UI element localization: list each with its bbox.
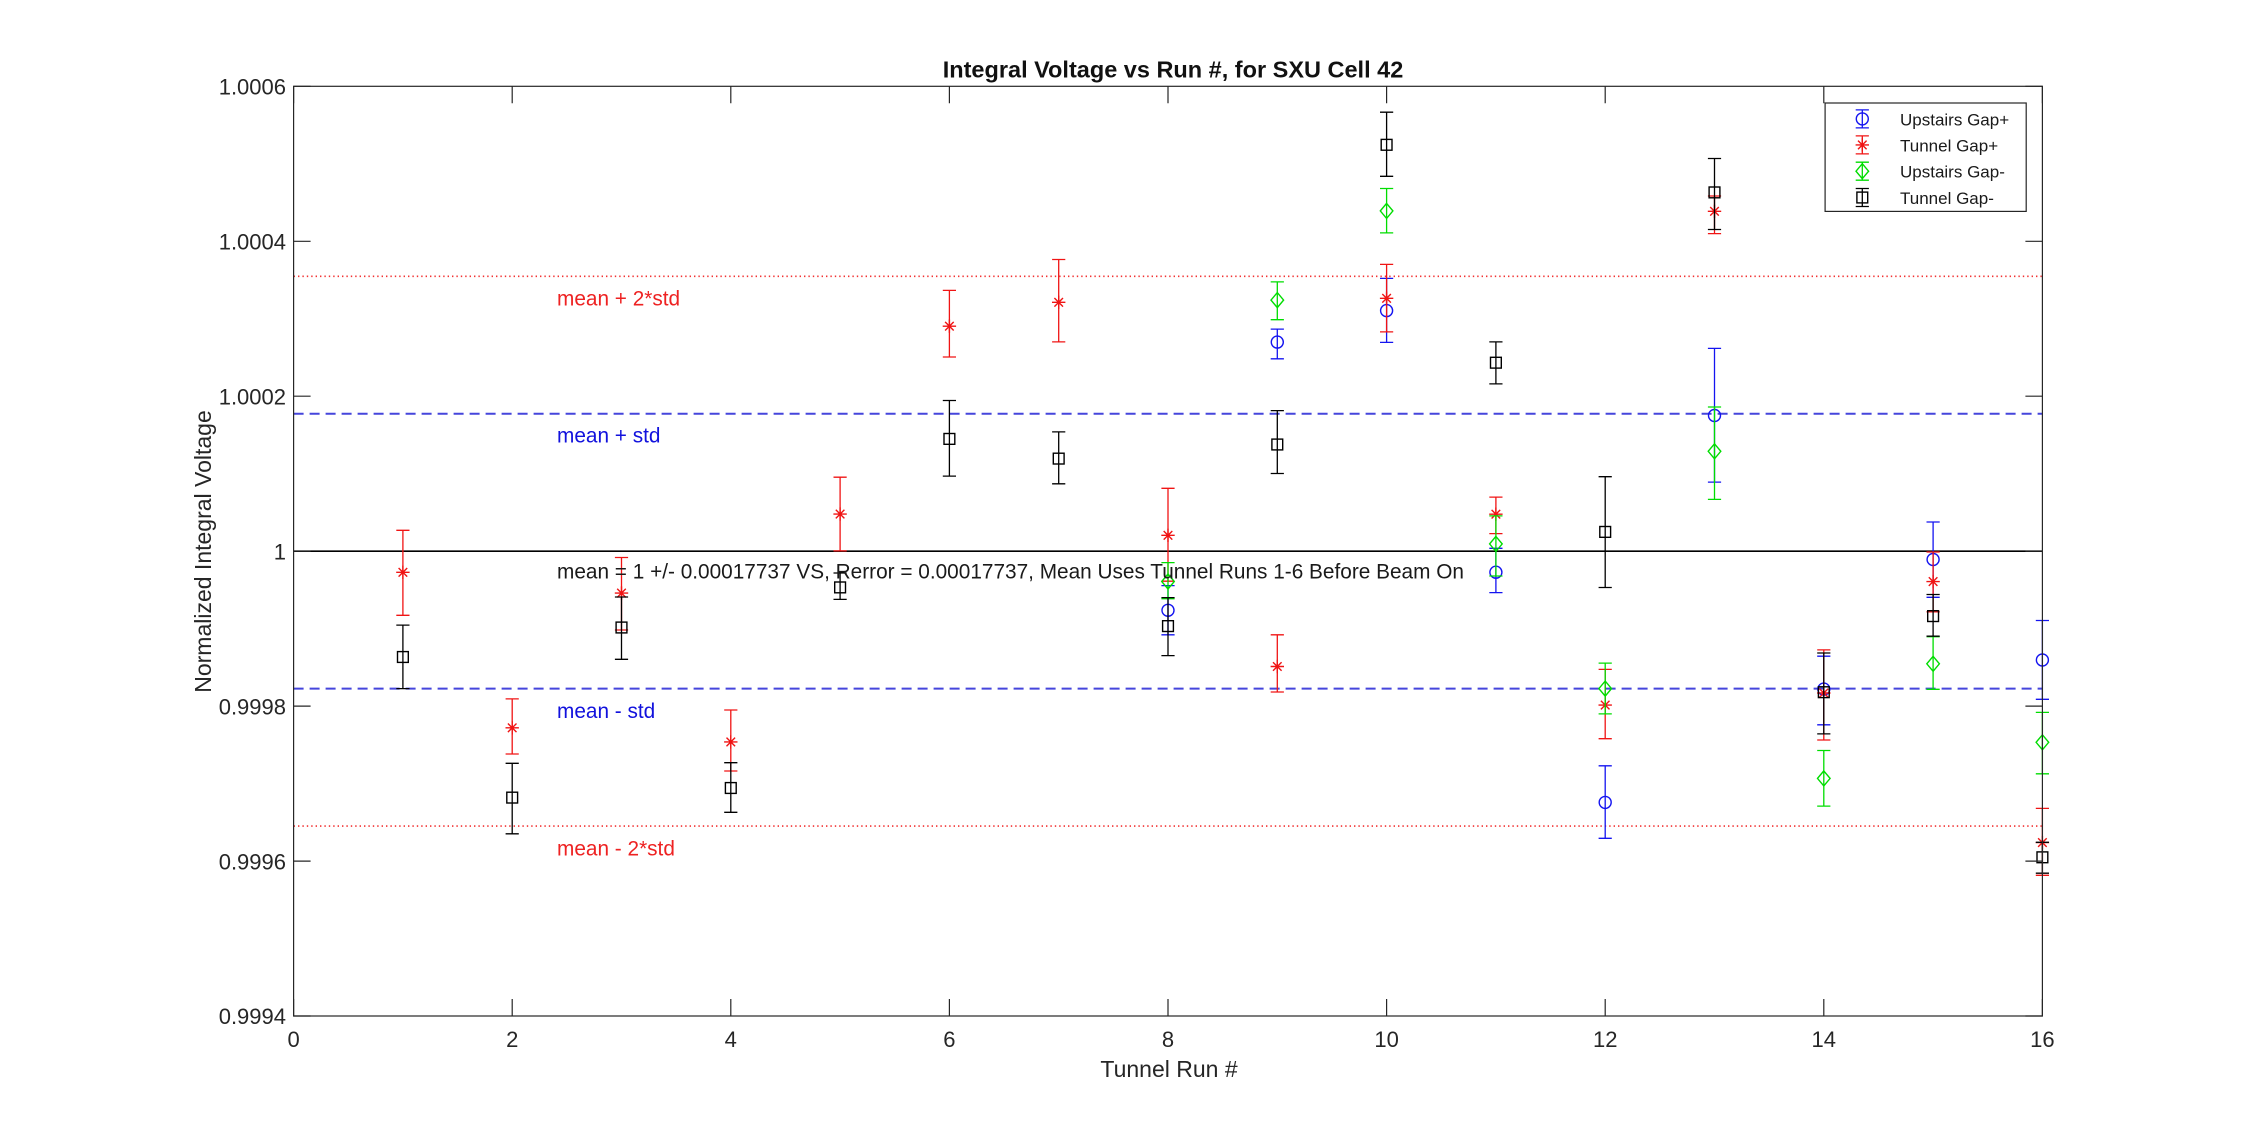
svg-text:2: 2	[506, 1027, 518, 1052]
svg-text:12: 12	[1593, 1027, 1617, 1052]
svg-text:1.0002: 1.0002	[219, 384, 286, 409]
svg-text:10: 10	[1374, 1027, 1398, 1052]
svg-text:mean - std: mean - std	[557, 700, 655, 723]
svg-text:6: 6	[943, 1027, 955, 1052]
svg-text:Tunnel Gap+: Tunnel Gap+	[1900, 136, 1998, 155]
svg-text:Tunnel Run #: Tunnel Run #	[1100, 1056, 1237, 1082]
svg-text:Integral Voltage vs Run #, for: Integral Voltage vs Run #, for SXU Cell …	[943, 57, 1404, 83]
svg-text:0.9994: 0.9994	[219, 1004, 286, 1029]
svg-text:0: 0	[287, 1027, 299, 1052]
svg-text:mean = 1 +/- 0.00017737 VS, Re: mean = 1 +/- 0.00017737 VS, Rerror = 0.0…	[557, 561, 1464, 584]
svg-text:Upstairs Gap-: Upstairs Gap-	[1900, 163, 2005, 182]
svg-text:16: 16	[2030, 1027, 2054, 1052]
svg-text:0.9996: 0.9996	[219, 849, 286, 874]
svg-text:mean + std: mean + std	[557, 425, 660, 448]
svg-text:mean - 2*std: mean - 2*std	[557, 837, 675, 860]
svg-text:Tunnel Gap-: Tunnel Gap-	[1900, 189, 1994, 208]
svg-text:1.0004: 1.0004	[219, 230, 286, 255]
svg-text:1.0006: 1.0006	[219, 75, 286, 100]
svg-text:0.9998: 0.9998	[219, 694, 286, 719]
svg-text:8: 8	[1162, 1027, 1174, 1052]
svg-text:4: 4	[725, 1027, 737, 1052]
svg-text:1: 1	[274, 539, 286, 564]
svg-text:Upstairs Gap+: Upstairs Gap+	[1900, 110, 2009, 129]
svg-text:14: 14	[1812, 1027, 1836, 1052]
svg-text:mean + 2*std: mean + 2*std	[557, 288, 680, 311]
svg-text:Normalized Integral Voltage: Normalized Integral Voltage	[190, 410, 216, 693]
